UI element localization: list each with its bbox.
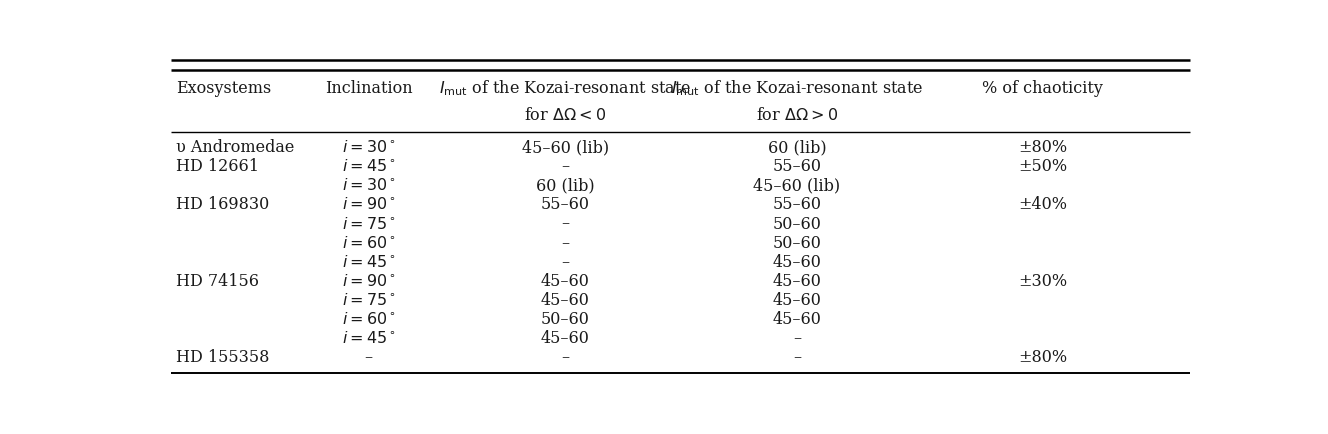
Text: ±30%: ±30% [1019,272,1068,289]
Text: 45–60: 45–60 [540,329,590,346]
Text: $i = 30^\circ$: $i = 30^\circ$ [341,139,396,156]
Text: –: – [365,349,373,365]
Text: –: – [793,349,801,365]
Text: ±80%: ±80% [1019,139,1068,156]
Text: for $\Delta\Omega > 0$: for $\Delta\Omega > 0$ [756,106,838,123]
Text: 45–60: 45–60 [540,272,590,289]
Text: $i = 45^\circ$: $i = 45^\circ$ [341,253,396,270]
Text: $i = 45^\circ$: $i = 45^\circ$ [341,329,396,346]
Text: υ Andromedae: υ Andromedae [177,139,295,156]
Text: HD 74156: HD 74156 [177,272,259,289]
Text: 55–60: 55–60 [773,158,822,175]
Text: ±40%: ±40% [1019,196,1068,213]
Text: 55–60: 55–60 [540,196,590,213]
Text: 55–60: 55–60 [773,196,822,213]
Text: $i = 45^\circ$: $i = 45^\circ$ [341,158,396,175]
Text: –: – [562,349,570,365]
Text: 45–60: 45–60 [773,272,821,289]
Text: Exosystems: Exosystems [177,79,271,96]
Text: 50–60: 50–60 [773,234,821,251]
Text: –: – [793,329,801,346]
Text: $I_{\mathrm{mut}}$ of the Kozai-resonant state: $I_{\mathrm{mut}}$ of the Kozai-resonant… [671,78,923,98]
Text: 50–60: 50–60 [773,215,821,232]
Text: HD 169830: HD 169830 [177,196,270,213]
Text: 50–60: 50–60 [540,310,590,327]
Text: HD 12661: HD 12661 [177,158,259,175]
Text: 60 (lib): 60 (lib) [768,139,826,156]
Text: 60 (lib): 60 (lib) [537,177,595,194]
Text: –: – [562,253,570,270]
Text: 45–60 (lib): 45–60 (lib) [753,177,841,194]
Text: ±50%: ±50% [1019,158,1068,175]
Text: –: – [562,158,570,175]
Text: 45–60: 45–60 [773,310,821,327]
Text: 45–60 (lib): 45–60 (lib) [522,139,610,156]
Text: $i = 60^\circ$: $i = 60^\circ$ [341,310,396,327]
Text: $i = 30^\circ$: $i = 30^\circ$ [341,177,396,194]
Text: $i = 90^\circ$: $i = 90^\circ$ [341,196,396,213]
Text: Inclination: Inclination [325,79,413,96]
Text: $i = 75^\circ$: $i = 75^\circ$ [341,291,396,308]
Text: 45–60: 45–60 [540,291,590,308]
Text: for $\Delta\Omega < 0$: for $\Delta\Omega < 0$ [525,106,607,123]
Text: –: – [562,234,570,251]
Text: $i = 60^\circ$: $i = 60^\circ$ [341,234,396,251]
Text: –: – [562,215,570,232]
Text: $I_{\mathrm{mut}}$ of the Kozai-resonant state: $I_{\mathrm{mut}}$ of the Kozai-resonant… [440,78,692,98]
Text: 45–60: 45–60 [773,291,821,308]
Text: HD 155358: HD 155358 [177,349,270,365]
Text: % of chaoticity: % of chaoticity [983,79,1104,96]
Text: 45–60: 45–60 [773,253,821,270]
Text: ±80%: ±80% [1019,349,1068,365]
Text: $i = 90^\circ$: $i = 90^\circ$ [341,272,396,289]
Text: $i = 75^\circ$: $i = 75^\circ$ [341,215,396,232]
